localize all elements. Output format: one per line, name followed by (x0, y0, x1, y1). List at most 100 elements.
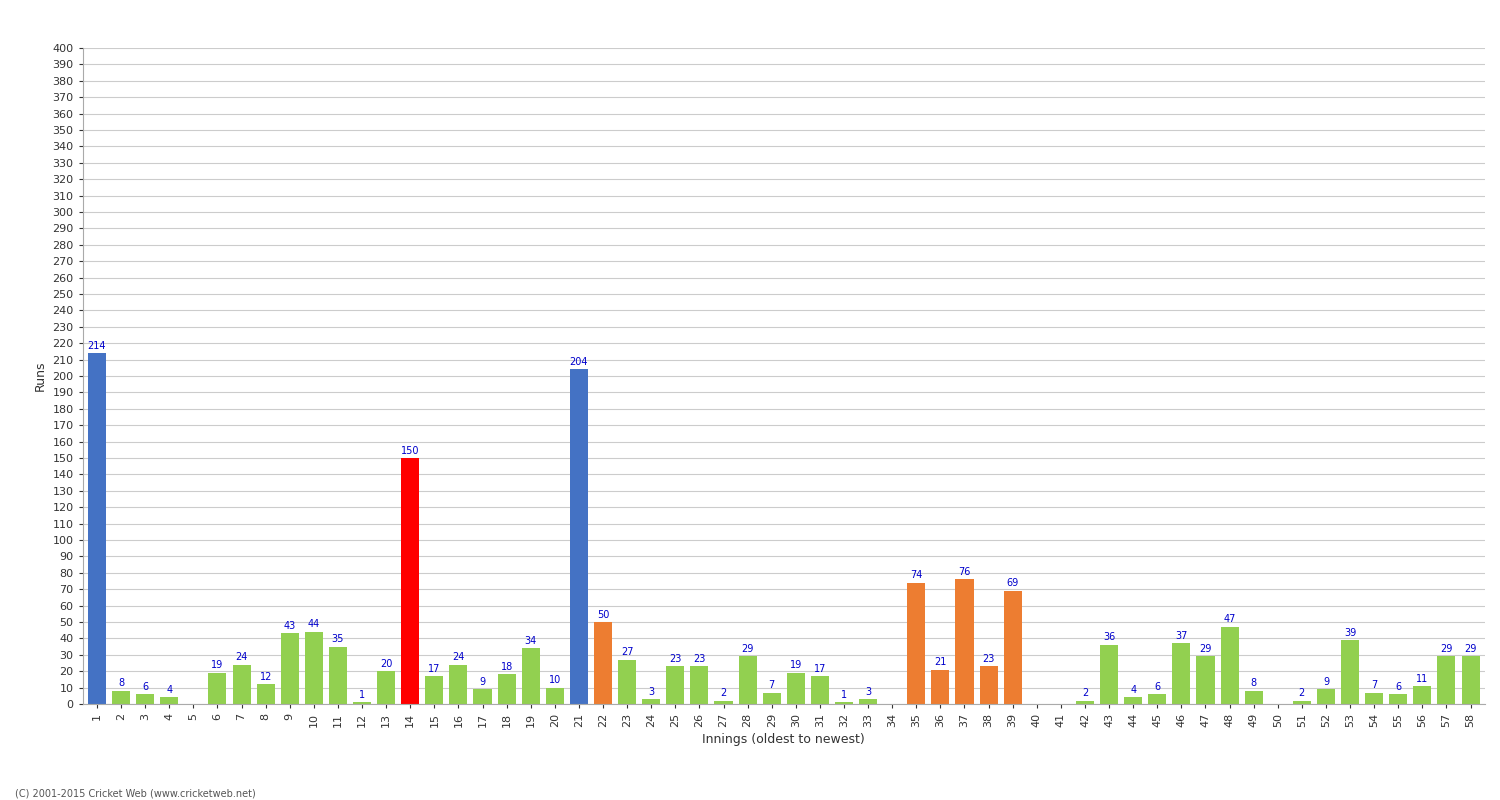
Bar (136, 694, 154, 704)
Text: 4: 4 (166, 685, 172, 695)
Text: 74: 74 (910, 570, 922, 580)
Text: 20: 20 (380, 658, 393, 669)
Text: 18: 18 (501, 662, 513, 672)
Bar (908, 582, 926, 704)
Bar (426, 676, 444, 704)
Text: 47: 47 (1224, 614, 1236, 625)
Text: 1: 1 (358, 690, 364, 700)
Bar (762, 693, 780, 704)
Text: 34: 34 (525, 636, 537, 646)
Bar (859, 699, 877, 704)
Text: 37: 37 (1174, 631, 1188, 641)
Text: 19: 19 (789, 660, 802, 670)
Text: 2: 2 (1082, 688, 1088, 698)
Text: 3: 3 (648, 686, 654, 697)
Bar (1245, 691, 1263, 704)
Bar (474, 690, 492, 704)
Bar (88, 353, 106, 704)
Text: 7: 7 (768, 680, 776, 690)
Bar (1076, 701, 1094, 704)
Bar (352, 702, 370, 704)
Text: 3: 3 (865, 686, 871, 697)
Text: 6: 6 (142, 682, 148, 692)
Text: (C) 2001-2015 Cricket Web (www.cricketweb.net): (C) 2001-2015 Cricket Web (www.cricketwe… (15, 788, 255, 798)
Bar (256, 684, 274, 704)
Bar (304, 632, 322, 704)
Text: 29: 29 (1464, 644, 1476, 654)
Text: 36: 36 (1102, 633, 1114, 642)
Text: 23: 23 (982, 654, 994, 664)
Bar (1221, 627, 1239, 704)
Bar (1389, 694, 1407, 704)
Bar (1004, 591, 1022, 704)
Bar (546, 687, 564, 704)
Text: 17: 17 (427, 664, 441, 674)
Bar (376, 671, 394, 704)
Bar (788, 673, 806, 704)
Bar (1293, 701, 1311, 704)
Text: 29: 29 (741, 644, 754, 654)
Bar (812, 676, 830, 704)
Text: 8: 8 (1251, 678, 1257, 689)
Text: 204: 204 (570, 357, 588, 367)
Bar (714, 701, 732, 704)
Bar (400, 458, 420, 704)
Bar (1100, 645, 1118, 704)
Text: 6: 6 (1395, 682, 1401, 692)
Text: 19: 19 (211, 660, 223, 670)
Text: 17: 17 (813, 664, 826, 674)
Text: 76: 76 (958, 567, 970, 577)
Bar (570, 370, 588, 704)
Text: 9: 9 (480, 677, 486, 686)
Bar (1124, 698, 1142, 704)
Bar (209, 673, 226, 704)
Text: 35: 35 (332, 634, 344, 644)
Bar (836, 702, 854, 704)
Bar (690, 666, 708, 704)
Bar (160, 698, 178, 704)
Bar (112, 691, 130, 704)
Bar (666, 666, 684, 704)
Bar (1317, 690, 1335, 704)
Bar (1341, 640, 1359, 704)
Text: 214: 214 (87, 341, 106, 350)
Bar (618, 660, 636, 704)
Y-axis label: Runs: Runs (33, 361, 46, 391)
Text: 24: 24 (236, 652, 248, 662)
Text: 23: 23 (693, 654, 705, 664)
Bar (522, 648, 540, 704)
Bar (642, 699, 660, 704)
Text: 2: 2 (720, 688, 726, 698)
Text: 8: 8 (118, 678, 124, 689)
Text: 9: 9 (1323, 677, 1329, 686)
Text: 27: 27 (621, 647, 633, 658)
Text: 29: 29 (1440, 644, 1452, 654)
Text: 39: 39 (1344, 627, 1356, 638)
Bar (738, 657, 756, 704)
Bar (1197, 657, 1215, 704)
Bar (280, 634, 298, 704)
Text: 50: 50 (597, 610, 609, 619)
Bar (328, 646, 346, 704)
Text: 4: 4 (1130, 685, 1136, 695)
Text: 7: 7 (1371, 680, 1377, 690)
Text: 10: 10 (549, 675, 561, 685)
Bar (1173, 643, 1191, 704)
Text: 21: 21 (934, 657, 946, 667)
Bar (1437, 657, 1455, 704)
Bar (594, 622, 612, 704)
Text: 1: 1 (842, 690, 848, 700)
Text: 24: 24 (452, 652, 465, 662)
Bar (1461, 657, 1479, 704)
Bar (980, 666, 998, 704)
Text: 44: 44 (308, 619, 320, 630)
Text: 2: 2 (1299, 688, 1305, 698)
Bar (956, 579, 974, 704)
Text: 29: 29 (1200, 644, 1212, 654)
Text: 11: 11 (1416, 674, 1428, 683)
Bar (450, 665, 468, 704)
Bar (1148, 694, 1167, 704)
Bar (498, 674, 516, 704)
Text: 69: 69 (1007, 578, 1019, 588)
Bar (1413, 686, 1431, 704)
